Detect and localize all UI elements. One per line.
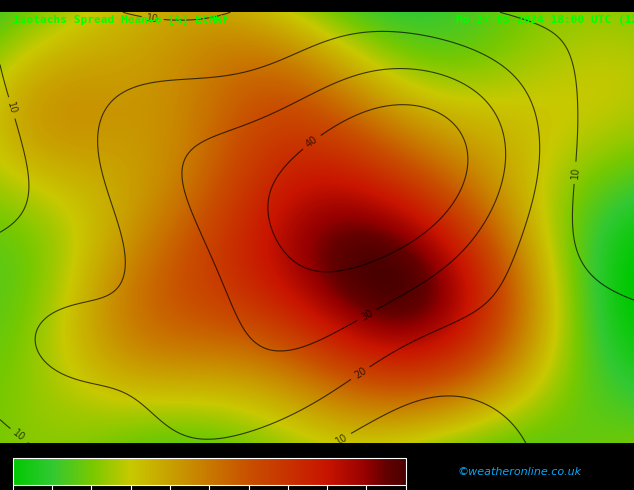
Text: 10: 10	[333, 432, 349, 446]
Text: 20: 20	[353, 366, 368, 381]
Text: 10: 10	[11, 428, 27, 443]
Text: Mo 27-05-2024 18:00 UTC (12+78): Mo 27-05-2024 18:00 UTC (12+78)	[456, 15, 634, 24]
Text: 10: 10	[5, 100, 18, 115]
Text: 10: 10	[569, 166, 581, 179]
Text: Isotachs Spread Mean+σ [%] ECMWF: Isotachs Spread Mean+σ [%] ECMWF	[13, 15, 229, 24]
Text: 10: 10	[146, 13, 159, 24]
Text: ©weatheronline.co.uk: ©weatheronline.co.uk	[458, 466, 582, 477]
Text: 40: 40	[304, 134, 320, 150]
Text: 30: 30	[359, 308, 375, 322]
